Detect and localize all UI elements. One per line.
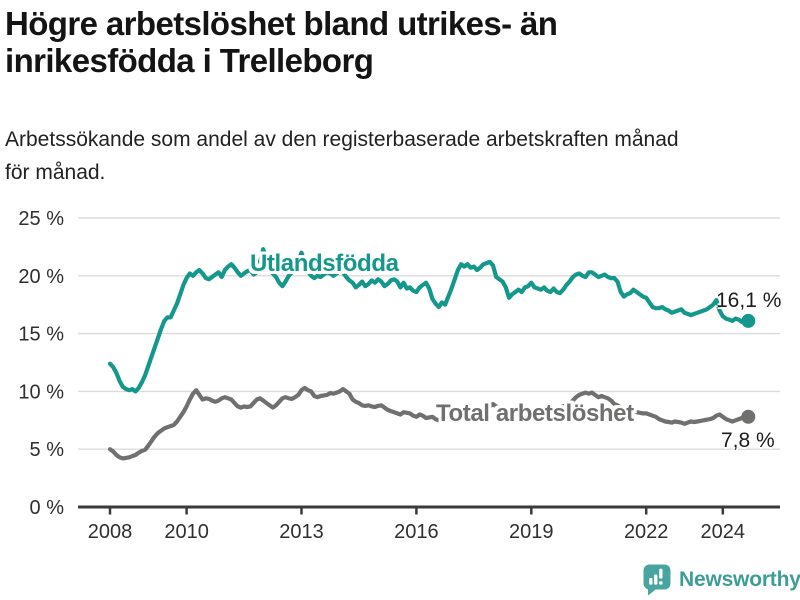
newsworthy-wordmark: Newsworthy bbox=[679, 568, 800, 591]
series-label-utlandsfodda: Utlandsfödda bbox=[250, 250, 399, 277]
newsworthy-logo[interactable]: Newsworthy bbox=[643, 563, 800, 597]
headline-line-2: inrikesfödda i Trelleborg bbox=[5, 42, 374, 79]
y-axis-tick-label: 15 % bbox=[18, 324, 64, 346]
x-axis-tick-label: 2016 bbox=[394, 521, 439, 543]
subtitle-line-2: för månad. bbox=[5, 161, 106, 184]
end-value-label-utlandsfodda: 16,1 % bbox=[716, 289, 782, 312]
y-axis-tick-label: 25 % bbox=[18, 208, 64, 230]
newsworthy-speech-bubble-chart-icon bbox=[643, 564, 672, 596]
y-axis-tick-label: 20 % bbox=[18, 266, 64, 288]
subtitle-line-1: Arbetssökande som andel av den registerb… bbox=[5, 128, 679, 151]
x-axis-tick-label: 2008 bbox=[88, 521, 133, 543]
x-axis-tick-label: 2024 bbox=[701, 521, 746, 543]
chart-subtitle: Arbetssökande som andel av den registerb… bbox=[5, 123, 795, 189]
headline-line-1: Högre arbetslöshet bland utrikes- än bbox=[5, 5, 558, 42]
x-axis-tick-label: 2019 bbox=[509, 521, 554, 543]
x-axis-tick-label: 2013 bbox=[279, 521, 324, 543]
chart-headline: Högre arbetslöshet bland utrikes- än inr… bbox=[5, 5, 725, 79]
series-end-dot-0 bbox=[741, 313, 756, 328]
y-axis-tick-label: 10 % bbox=[18, 381, 64, 403]
x-axis-tick-label: 2010 bbox=[164, 521, 209, 543]
series-line-0 bbox=[107, 247, 751, 394]
end-value-label-total: 7,8 % bbox=[721, 429, 775, 452]
y-axis-tick-label: 5 % bbox=[30, 439, 65, 461]
series-line-1 bbox=[107, 385, 751, 461]
y-axis-tick-label: 0 % bbox=[30, 497, 65, 519]
series-label-total-arbetsloshet: Total arbetslöshet bbox=[436, 400, 634, 427]
series-end-dot-1 bbox=[741, 409, 756, 424]
x-axis-tick-label: 2022 bbox=[624, 521, 669, 543]
